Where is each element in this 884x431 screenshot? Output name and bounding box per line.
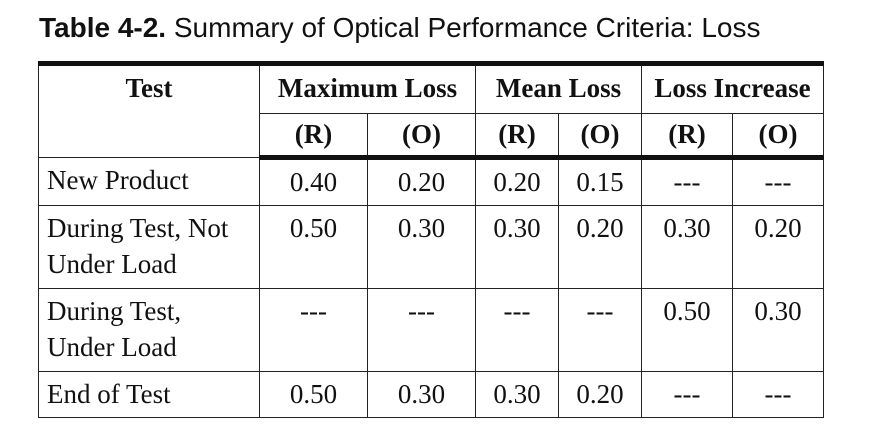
row-label: End of Test [38,371,260,418]
header-sub-r: (R) [475,113,559,160]
table-cell: --- [259,288,368,372]
header-row-sub: (R) (O) (R) (O) (R) (O) [39,113,824,160]
table-cell: --- [732,371,824,418]
table-row: End of Test 0.50 0.30 0.30 0.20 --- --- [38,371,824,418]
row-label: During Test, Not Under Load [38,205,260,289]
header-loss-increase: Loss Increase [641,61,824,114]
table-title: Summary of Optical Performance Criteria:… [173,12,761,43]
table-cell: 0.20 [367,157,476,206]
table-cell: --- [732,157,824,206]
loss-criteria-table-container: Test Maximum Loss Mean Loss Loss Increas… [38,61,824,418]
header-test: Test [38,61,260,158]
header-sub-o: (O) [558,113,642,160]
table-cell: 0.50 [259,371,368,418]
table-cell: 0.20 [475,157,559,206]
table-cell: 0.40 [259,157,368,206]
table-cell: 0.50 [641,288,733,372]
table-cell: 0.30 [475,371,559,418]
header-sub-o: (O) [367,113,476,160]
table-cell: 0.30 [475,205,559,289]
table-cell: --- [475,288,559,372]
table-cell: 0.30 [641,205,733,289]
header-sub-o: (O) [732,113,824,160]
table-cell: 0.20 [558,371,642,418]
table-row: During Test, Under Load --- --- --- --- … [38,288,824,372]
table-cell: 0.30 [732,288,824,372]
table-caption: Table 4-2. Summary of Optical Performanc… [39,8,761,48]
table-row: During Test, Not Under Load 0.50 0.30 0.… [38,205,824,289]
table-cell: 0.30 [367,371,476,418]
row-label: New Product [38,157,260,206]
table-number: Table 4-2. [39,12,167,43]
header-sub-r: (R) [259,113,368,160]
table-cell: --- [558,288,642,372]
loss-criteria-table: Test Maximum Loss Mean Loss Loss Increas… [38,61,824,418]
table-cell: 0.20 [732,205,824,289]
table-cell: --- [641,371,733,418]
header-mean-loss: Mean Loss [475,61,642,114]
header-sub-r: (R) [641,113,733,160]
table-cell: 0.15 [558,157,642,206]
table-cell: --- [367,288,476,372]
header-maximum-loss: Maximum Loss [259,61,476,114]
row-label: During Test, Under Load [38,288,260,372]
table-cell: --- [641,157,733,206]
table-row: New Product 0.40 0.20 0.20 0.15 --- --- [38,157,824,206]
table-cell: 0.20 [558,205,642,289]
table-cell: 0.50 [259,205,368,289]
table-cell: 0.30 [367,205,476,289]
header-row-groups: Test Maximum Loss Mean Loss Loss Increas… [38,61,824,158]
